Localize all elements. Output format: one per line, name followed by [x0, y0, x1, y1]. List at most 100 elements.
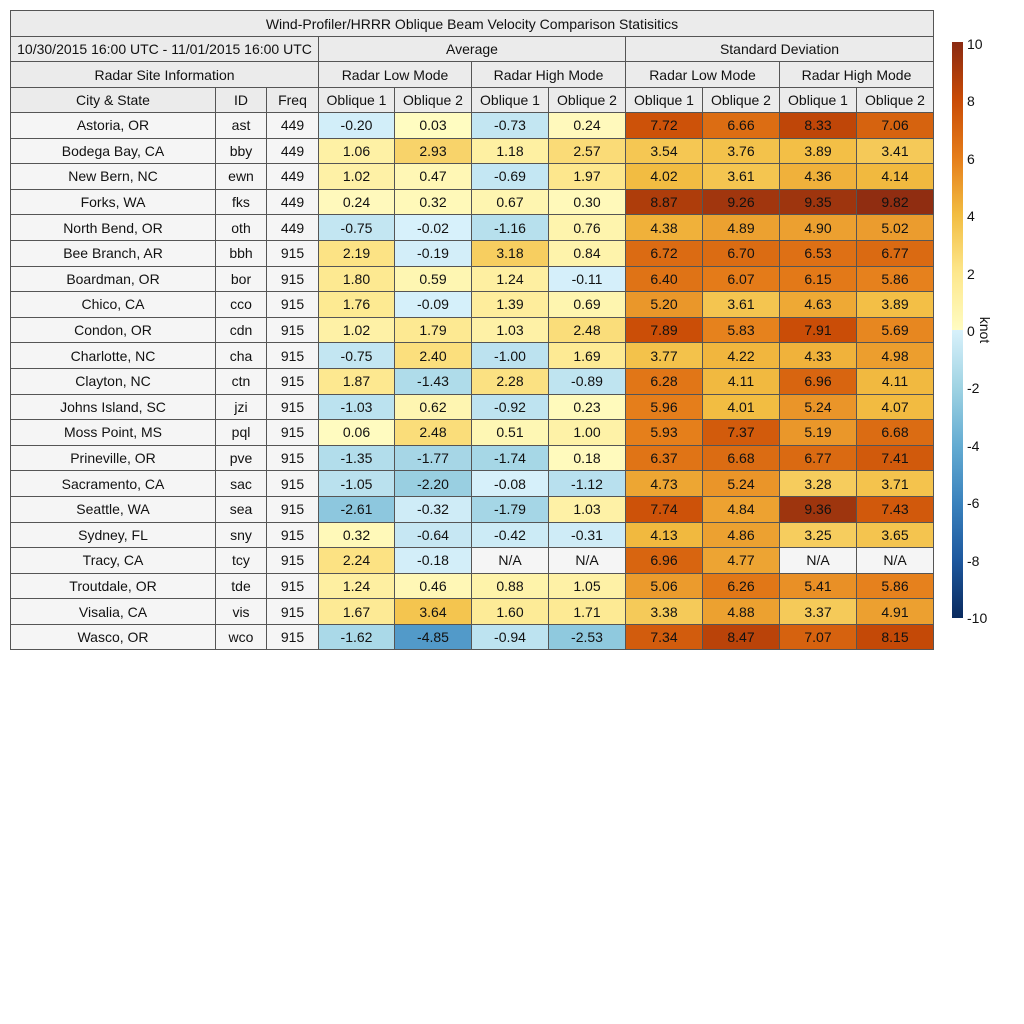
average-cell: -4.85	[394, 623, 472, 651]
colorbar-tick-label: -6	[967, 495, 980, 512]
column-header: Oblique 1	[779, 87, 857, 113]
std-dev-cell: 3.38	[625, 598, 703, 625]
std-dev-cell: 3.89	[856, 291, 934, 318]
average-cell: 1.24	[471, 265, 549, 293]
site-name: Johns Island, SC	[10, 393, 216, 421]
std-dev-cell: 4.84	[702, 495, 780, 523]
std-dev-cell: 4.98	[856, 342, 934, 369]
average-cell: 1.79	[394, 316, 472, 344]
site-freq: 915	[266, 547, 319, 574]
average-cell: N/A	[471, 547, 549, 574]
site-id: fks	[215, 188, 267, 216]
average-cell: 1.05	[548, 572, 626, 600]
site-name: New Bern, NC	[10, 163, 216, 190]
average-cell: -1.74	[471, 444, 549, 472]
std-dev-cell: 4.63	[779, 291, 857, 318]
site-freq: 449	[266, 214, 319, 241]
std-dev-cell: 6.96	[779, 367, 857, 395]
std-dev-cell: 9.36	[779, 495, 857, 523]
column-header: Freq	[266, 87, 319, 113]
std-dev-cell: 4.77	[702, 547, 780, 574]
site-id: sea	[215, 495, 267, 523]
table-row: New Bern, NC ewn 449 1.02 0.47 -0.69 1.97 4.02 3…	[10, 163, 934, 190]
average-cell: -0.69	[471, 163, 549, 190]
site-freq: 915	[266, 598, 319, 625]
average-cell: -0.08	[471, 470, 549, 497]
average-cell: -0.09	[394, 291, 472, 318]
std-dev-cell: N/A	[856, 547, 934, 574]
colorbar-tick-label: -2	[967, 380, 980, 397]
average-cell: -1.77	[394, 444, 472, 472]
site-id: vis	[215, 598, 267, 625]
std-dev-cell: 7.34	[625, 623, 703, 651]
average-cell: 1.87	[318, 367, 395, 395]
table-row: North Bend, OR oth 449 -0.75 -0.02 -1.16 0.76 4…	[10, 214, 934, 241]
std-dev-cell: 4.13	[625, 521, 703, 549]
average-cell: 0.24	[548, 112, 626, 139]
site-id: wco	[215, 623, 267, 651]
table-row: Moss Point, MS pql 915 0.06 2.48 0.51 1.00 5.93…	[10, 419, 934, 446]
std-dev-cell: 3.25	[779, 521, 857, 549]
group-average: Average	[318, 36, 626, 62]
average-cell: -2.20	[394, 470, 472, 497]
table-row: Visalia, CA vis 915 1.67 3.64 1.60 1.71 3.38 4.8…	[10, 598, 934, 625]
average-cell: -0.75	[318, 342, 395, 369]
site-freq: 915	[266, 367, 319, 395]
average-cell: -0.02	[394, 214, 472, 241]
std-dev-cell: 4.11	[702, 367, 780, 395]
std-dev-cell: 5.83	[702, 316, 780, 344]
std-dev-cell: 6.53	[779, 239, 857, 267]
site-id: sny	[215, 521, 267, 549]
table-row: Astoria, OR ast 449 -0.20 0.03 -0.73 0.24 7.72 6…	[10, 112, 934, 139]
site-id: cha	[215, 342, 267, 369]
site-name: Visalia, CA	[10, 598, 216, 625]
std-dev-cell: 6.77	[856, 239, 934, 267]
std-dev-cell: 5.69	[856, 316, 934, 344]
std-dev-cell: 3.28	[779, 470, 857, 497]
std-dev-cell: 3.65	[856, 521, 934, 549]
site-name: Wasco, OR	[10, 623, 216, 651]
table-row: Bodega Bay, CA bby 449 1.06 2.93 1.18 2.57 3.54…	[10, 137, 934, 165]
std-dev-cell: 8.33	[779, 112, 857, 139]
std-dev-cell: 4.02	[625, 163, 703, 190]
site-freq: 915	[266, 342, 319, 369]
std-dev-cell: 4.88	[702, 598, 780, 625]
std-dev-cell: 5.06	[625, 572, 703, 600]
table-row: Clayton, NC ctn 915 1.87 -1.43 2.28 -0.89 6.28 4…	[10, 367, 934, 395]
average-cell: 0.69	[548, 291, 626, 318]
std-dev-cell: 8.87	[625, 188, 703, 216]
average-cell: -1.05	[318, 470, 395, 497]
site-id: ctn	[215, 367, 267, 395]
std-dev-cell: 5.19	[779, 419, 857, 446]
site-freq: 915	[266, 470, 319, 497]
std-dev-cell: 4.36	[779, 163, 857, 190]
site-id: pql	[215, 419, 267, 446]
std-dev-cell: 9.82	[856, 188, 934, 216]
site-name: Troutdale, OR	[10, 572, 216, 600]
std-dev-cell: 3.61	[702, 291, 780, 318]
average-cell: -0.92	[471, 393, 549, 421]
average-cell: -1.00	[471, 342, 549, 369]
site-name: Astoria, OR	[10, 112, 216, 139]
std-dev-cell: 3.89	[779, 137, 857, 165]
colorbar-unit-label: knot	[977, 316, 994, 344]
average-cell: -1.79	[471, 495, 549, 523]
std-dev-cell: 6.37	[625, 444, 703, 472]
column-header: Oblique 2	[856, 87, 934, 113]
site-id: bby	[215, 137, 267, 165]
std-dev-cell: 6.68	[702, 444, 780, 472]
site-id: cco	[215, 291, 267, 318]
average-cell: 0.30	[548, 188, 626, 216]
std-dev-cell: 4.07	[856, 393, 934, 421]
column-header: Oblique 2	[548, 87, 626, 113]
site-id: oth	[215, 214, 267, 241]
std-dev-cell: 6.72	[625, 239, 703, 267]
average-cell: -0.32	[394, 495, 472, 523]
average-cell: 1.18	[471, 137, 549, 165]
average-cell: -1.62	[318, 623, 395, 651]
table-row: Sacramento, CA sac 915 -1.05 -2.20 -0.08 -1.12…	[10, 470, 934, 497]
colorbar-tick-label: 2	[967, 265, 975, 282]
site-name: Seattle, WA	[10, 495, 216, 523]
colorbar	[952, 42, 963, 618]
std-dev-cell: 7.72	[625, 112, 703, 139]
